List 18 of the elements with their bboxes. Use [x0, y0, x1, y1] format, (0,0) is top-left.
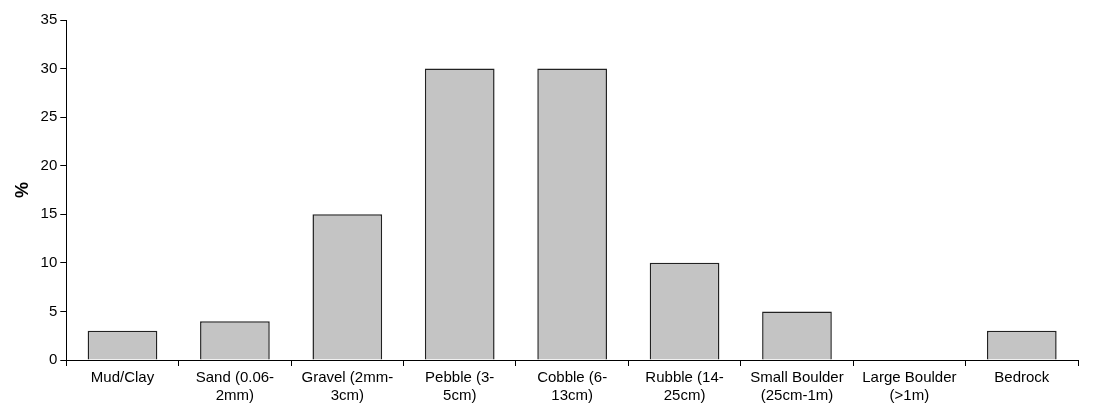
x-tick-label: Small Boulder (25cm-1m)	[750, 368, 844, 404]
x-tick-label: Gravel (2mm-3cm)	[301, 368, 394, 404]
x-tick-label: Large Boulder (>1m)	[862, 368, 957, 404]
y-tick-label: 25	[40, 107, 58, 125]
x-tick-label: Sand (0.06-2mm)	[195, 368, 275, 404]
y-tick-label: 5	[48, 301, 58, 319]
y-tick-label: 35	[40, 10, 58, 28]
y-tick-label: 10	[40, 253, 58, 270]
x-tick-label: Rubble (14-25cm)	[645, 368, 724, 404]
y-axis-title: %	[11, 181, 32, 199]
x-tick-label: Mud/Clay	[90, 368, 155, 386]
x-tick-label: Pebble (3-5cm)	[425, 368, 495, 404]
y-tick-label: 30	[40, 58, 58, 76]
y-tick-label: 0	[48, 350, 58, 368]
x-tick-label: Bedrock	[994, 368, 1050, 386]
y-tick-label: 15	[40, 204, 58, 222]
x-tick-label: Cobble (6-13cm)	[537, 368, 608, 404]
y-tick-label: 20	[40, 155, 58, 173]
